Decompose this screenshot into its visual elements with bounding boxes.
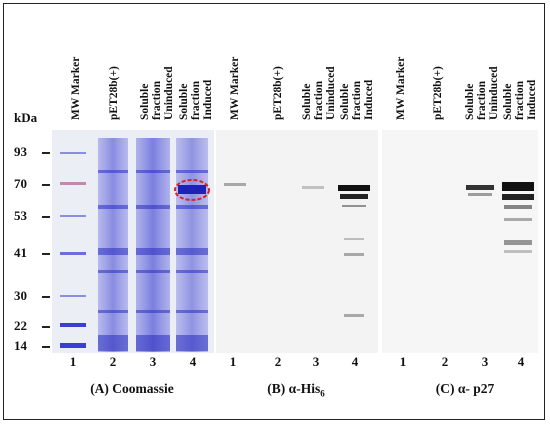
mw-label-93: 93: [14, 144, 27, 159]
mw-label-22: 22: [14, 318, 27, 333]
lane-header-a2: pET28b(+): [108, 66, 120, 120]
blot-bands: [466, 182, 534, 253]
lane-number-b4: 4: [351, 354, 359, 369]
lane-header-b4: Soluble fraction Induced: [339, 79, 375, 120]
mw-label-14: 14: [14, 338, 27, 353]
highlight-circle: [174, 179, 210, 201]
blot-bands: [224, 183, 370, 317]
gel-bands: [98, 170, 208, 351]
lane-number-c3: 3: [481, 354, 489, 369]
lane-header-c4: Soluble fraction Induced: [502, 79, 538, 120]
caption-his6-main: (B) α-His: [267, 381, 321, 396]
p27-blot: [382, 130, 538, 353]
caption-his6: (B) α-His6: [236, 381, 356, 399]
lane-number-a2: 2: [109, 354, 117, 369]
lane-number-b3: 3: [312, 354, 320, 369]
lane-header-a1: MW Marker: [70, 56, 82, 120]
caption-p27: (C) α- p27: [435, 381, 495, 396]
lane-header-c1: MW Marker: [395, 56, 407, 120]
lane-header-b1: MW Marker: [229, 56, 241, 120]
mw-tick-93: [42, 152, 50, 154]
lane-header-b2: pET28b(+): [272, 66, 284, 120]
mw-tick-41: [42, 253, 50, 255]
his6-blot: [216, 130, 378, 353]
coomassie-gel: [52, 130, 214, 353]
mw-tick-14: [42, 346, 50, 348]
caption-his6-sub: 6: [320, 388, 325, 399]
lane-header-a4: Soluble fraction Induced: [178, 79, 214, 120]
lane-number-b2: 2: [274, 354, 282, 369]
lane-header-b3: Soluble fraction Uninduced: [301, 66, 337, 120]
lane-number-b1: 1: [229, 354, 237, 369]
mw-label-30: 30: [14, 288, 27, 303]
lane-number-c4: 4: [517, 354, 525, 369]
lane-number-c2: 2: [441, 354, 449, 369]
mw-tick-70: [42, 184, 50, 186]
lane-header-c3: Soluble fraction Uninduced: [464, 66, 500, 120]
mw-label-53: 53: [14, 208, 27, 223]
caption-coomassie: (A) Coomassie: [90, 381, 174, 396]
lane-number-c1: 1: [399, 354, 407, 369]
mw-tick-53: [42, 216, 50, 218]
lane-number-a3: 3: [149, 354, 157, 369]
mw-tick-22: [42, 326, 50, 328]
mw-tick-30: [42, 296, 50, 298]
lane-number-a4: 4: [189, 354, 197, 369]
kda-label: kDa: [14, 110, 38, 125]
mw-label-41: 41: [14, 245, 27, 260]
lane-header-a3: Soluble fraction Uninduced: [139, 66, 175, 120]
mw-label-70: 70: [14, 176, 27, 191]
marker-lane: [60, 152, 86, 348]
lane-number-a1: 1: [69, 354, 77, 369]
lane-header-c2: pET28b(+): [432, 66, 444, 120]
